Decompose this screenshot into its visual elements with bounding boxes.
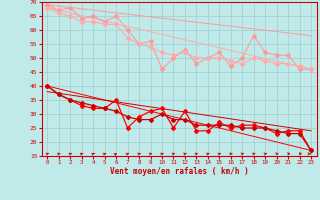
X-axis label: Vent moyen/en rafales ( km/h ): Vent moyen/en rafales ( km/h ): [110, 167, 249, 176]
